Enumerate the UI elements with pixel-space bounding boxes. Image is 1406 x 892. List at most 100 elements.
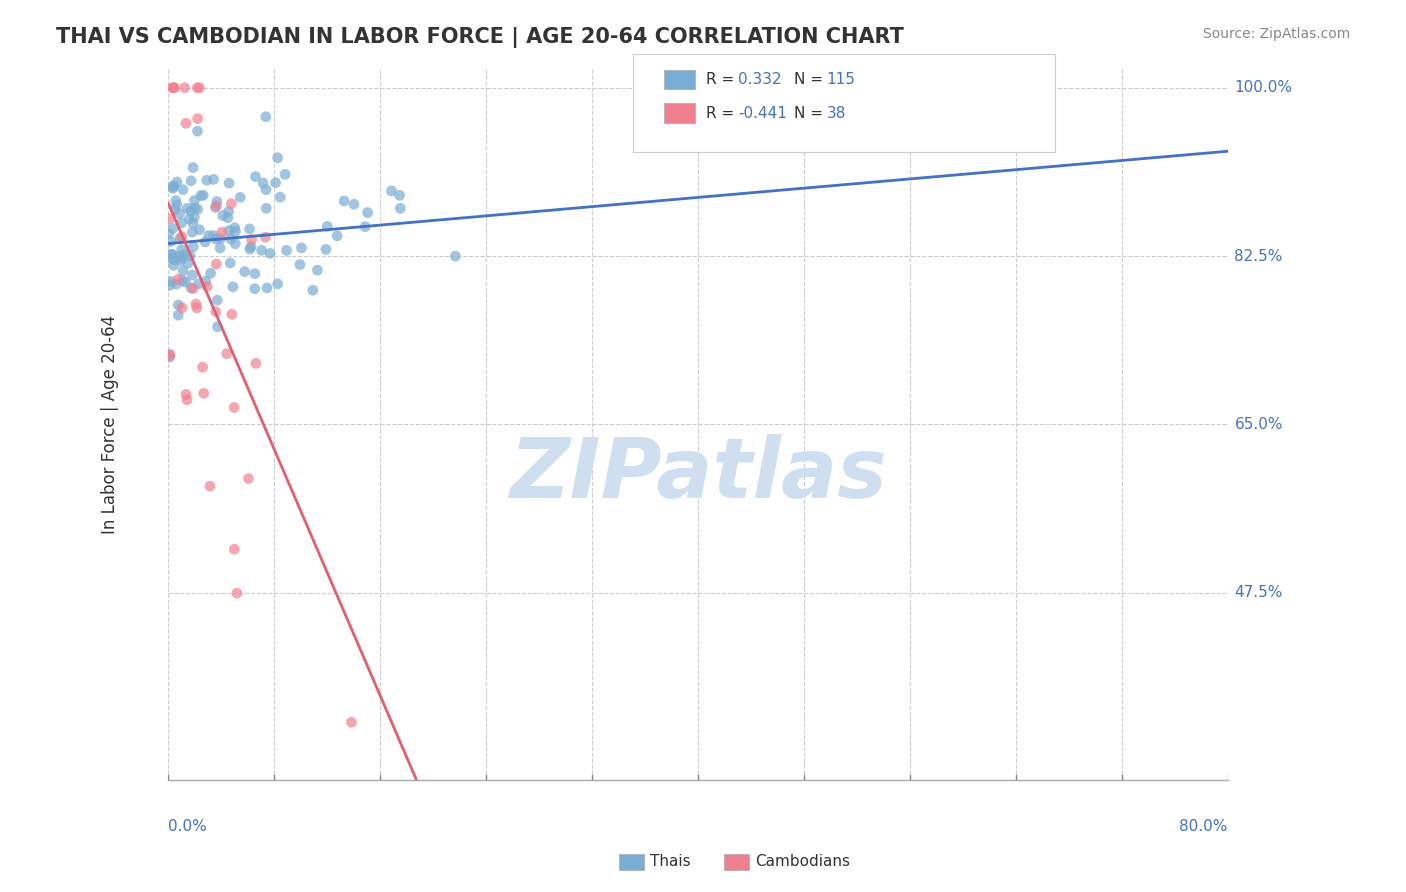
Point <box>254 230 277 244</box>
Text: R =: R = <box>706 106 740 120</box>
Point <box>181 240 204 254</box>
Point <box>333 194 356 208</box>
Point <box>159 211 181 226</box>
Point <box>169 206 191 220</box>
Point <box>181 161 204 175</box>
Point <box>204 304 226 318</box>
Point <box>186 80 208 95</box>
Point <box>239 242 262 256</box>
Point <box>205 194 228 209</box>
Point <box>163 80 186 95</box>
Point <box>180 203 202 218</box>
Text: 82.5%: 82.5% <box>1234 249 1282 263</box>
Point <box>226 586 249 600</box>
Point <box>224 542 246 557</box>
Point <box>187 112 209 126</box>
Point <box>157 227 180 241</box>
Point <box>269 190 291 204</box>
Point <box>209 241 232 255</box>
Point <box>301 283 323 297</box>
Point <box>163 80 186 95</box>
Point <box>264 176 287 190</box>
Point <box>240 240 263 254</box>
Point <box>159 278 181 293</box>
Point <box>160 80 183 95</box>
Point <box>181 216 204 230</box>
Point <box>162 258 184 272</box>
Text: 100.0%: 100.0% <box>1234 80 1292 95</box>
Point <box>172 264 194 278</box>
Point <box>222 280 245 294</box>
Point <box>162 178 184 193</box>
Point <box>205 257 228 271</box>
Point <box>202 228 225 243</box>
Text: In Labor Force | Age 20-64: In Labor Force | Age 20-64 <box>101 315 120 534</box>
Point <box>211 209 233 223</box>
Point <box>167 272 190 286</box>
Point <box>179 249 201 263</box>
Point <box>288 258 311 272</box>
Point <box>380 184 402 198</box>
Point <box>217 211 239 225</box>
Point <box>229 190 252 204</box>
Point <box>252 176 274 190</box>
Point <box>181 268 204 282</box>
Point <box>276 244 298 258</box>
Point <box>172 183 194 197</box>
Point <box>181 281 204 295</box>
Point <box>169 249 191 263</box>
Point <box>186 124 208 138</box>
Point <box>200 266 222 280</box>
Point <box>193 188 215 202</box>
Point <box>218 204 240 219</box>
Point <box>254 183 277 197</box>
Point <box>245 356 267 370</box>
Point <box>267 277 290 291</box>
Point <box>274 167 297 181</box>
Point <box>176 392 198 407</box>
Point <box>166 198 188 212</box>
Point <box>224 401 246 415</box>
Point <box>195 279 218 293</box>
Point <box>162 221 184 235</box>
Point <box>316 219 339 234</box>
Text: N =: N = <box>794 106 828 120</box>
Text: 47.5%: 47.5% <box>1234 585 1282 600</box>
Point <box>207 319 229 334</box>
Point <box>183 211 205 225</box>
Point <box>290 241 312 255</box>
Point <box>254 110 277 124</box>
Text: R =: R = <box>706 72 740 87</box>
Point <box>243 282 266 296</box>
Point <box>340 715 363 730</box>
Point <box>356 205 378 219</box>
Text: THAI VS CAMBODIAN IN LABOR FORCE | AGE 20-64 CORRELATION CHART: THAI VS CAMBODIAN IN LABOR FORCE | AGE 2… <box>56 27 904 48</box>
Point <box>221 196 243 211</box>
Point <box>197 228 219 243</box>
Point <box>172 274 194 288</box>
Point <box>259 246 281 260</box>
Point <box>315 243 337 257</box>
Point <box>167 298 190 312</box>
Point <box>238 472 260 486</box>
Point <box>219 256 242 270</box>
Point <box>170 216 193 230</box>
Point <box>254 202 277 216</box>
Point <box>224 236 246 251</box>
Point <box>205 232 228 246</box>
Point <box>187 277 209 291</box>
Point <box>163 252 186 267</box>
Text: Source: ZipAtlas.com: Source: ZipAtlas.com <box>1202 27 1350 41</box>
Point <box>184 297 207 311</box>
Point <box>326 228 349 243</box>
Point <box>173 248 195 262</box>
Point <box>221 307 243 321</box>
Point <box>159 350 181 364</box>
Point <box>177 256 200 270</box>
Point <box>343 197 366 211</box>
Point <box>170 251 193 265</box>
Point <box>205 199 228 213</box>
Point <box>224 220 246 235</box>
Point <box>224 224 246 238</box>
Point <box>159 275 181 289</box>
